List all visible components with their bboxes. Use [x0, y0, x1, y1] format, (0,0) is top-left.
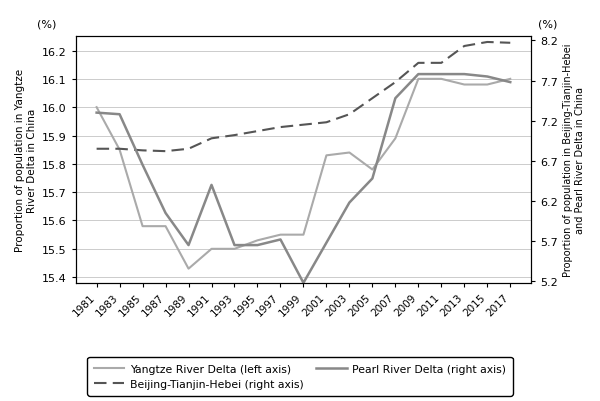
Beijing-Tianjin-Hebei (right axis)	[277, 126, 284, 130]
Beijing-Tianjin-Hebei (right axis)	[415, 61, 422, 66]
Text: (%): (%)	[37, 19, 56, 29]
Pearl River Delta (right axis)	[93, 111, 100, 116]
Yangtze River Delta (left axis)	[392, 137, 399, 142]
Yangtze River Delta (left axis)	[254, 238, 261, 243]
Yangtze River Delta (left axis)	[139, 224, 146, 229]
Beijing-Tianjin-Hebei (right axis)	[461, 45, 468, 49]
Line: Yangtze River Delta (left axis): Yangtze River Delta (left axis)	[97, 80, 510, 269]
Y-axis label: Proportion of population in Beijing-Tianjin-Hebei
and Pearl River Delta in China: Proportion of population in Beijing-Tian…	[563, 44, 585, 277]
Yangtze River Delta (left axis)	[231, 247, 238, 251]
Yangtze River Delta (left axis)	[185, 267, 192, 271]
Pearl River Delta (right axis)	[277, 237, 284, 242]
Pearl River Delta (right axis)	[484, 75, 491, 80]
Beijing-Tianjin-Hebei (right axis)	[300, 123, 307, 128]
Beijing-Tianjin-Hebei (right axis)	[162, 150, 169, 154]
Beijing-Tianjin-Hebei (right axis)	[484, 41, 491, 45]
Beijing-Tianjin-Hebei (right axis)	[323, 121, 330, 126]
Line: Beijing-Tianjin-Hebei (right axis): Beijing-Tianjin-Hebei (right axis)	[97, 43, 510, 152]
Beijing-Tianjin-Hebei (right axis)	[231, 134, 238, 138]
Yangtze River Delta (left axis)	[93, 105, 100, 110]
Beijing-Tianjin-Hebei (right axis)	[208, 137, 215, 142]
Yangtze River Delta (left axis)	[208, 247, 215, 251]
Beijing-Tianjin-Hebei (right axis)	[139, 149, 146, 154]
Yangtze River Delta (left axis)	[300, 233, 307, 237]
Pearl River Delta (right axis)	[231, 243, 238, 248]
Beijing-Tianjin-Hebei (right axis)	[369, 97, 376, 101]
Pearl River Delta (right axis)	[254, 243, 261, 248]
Pearl River Delta (right axis)	[438, 73, 445, 77]
Yangtze River Delta (left axis)	[162, 224, 169, 229]
Pearl River Delta (right axis)	[185, 243, 192, 248]
Pearl River Delta (right axis)	[506, 81, 514, 85]
Text: (%): (%)	[538, 19, 557, 29]
Yangtze River Delta (left axis)	[438, 77, 445, 82]
Pearl River Delta (right axis)	[461, 73, 468, 77]
Pearl River Delta (right axis)	[323, 241, 330, 245]
Beijing-Tianjin-Hebei (right axis)	[506, 41, 514, 46]
Line: Pearl River Delta (right axis): Pearl River Delta (right axis)	[97, 75, 510, 283]
Beijing-Tianjin-Hebei (right axis)	[185, 147, 192, 152]
Yangtze River Delta (left axis)	[277, 233, 284, 237]
Pearl River Delta (right axis)	[392, 97, 399, 101]
Yangtze River Delta (left axis)	[461, 83, 468, 88]
Yangtze River Delta (left axis)	[484, 83, 491, 88]
Pearl River Delta (right axis)	[369, 176, 376, 181]
Beijing-Tianjin-Hebei (right axis)	[93, 147, 100, 152]
Y-axis label: Proportion of population in Yangtze
River Delta in China: Proportion of population in Yangtze Rive…	[15, 69, 37, 251]
Yangtze River Delta (left axis)	[116, 148, 123, 153]
Beijing-Tianjin-Hebei (right axis)	[346, 113, 353, 117]
Yangtze River Delta (left axis)	[415, 77, 422, 82]
Pearl River Delta (right axis)	[346, 200, 353, 205]
Beijing-Tianjin-Hebei (right axis)	[116, 147, 123, 152]
Pearl River Delta (right axis)	[162, 211, 169, 216]
Legend: Yangtze River Delta (left axis), Beijing-Tianjin-Hebei (right axis), Pearl River: Yangtze River Delta (left axis), Beijing…	[88, 357, 512, 396]
Beijing-Tianjin-Hebei (right axis)	[438, 61, 445, 66]
Yangtze River Delta (left axis)	[506, 77, 514, 82]
Pearl River Delta (right axis)	[300, 281, 307, 286]
Yangtze River Delta (left axis)	[369, 168, 376, 172]
Yangtze River Delta (left axis)	[323, 154, 330, 158]
Pearl River Delta (right axis)	[208, 183, 215, 188]
Beijing-Tianjin-Hebei (right axis)	[392, 81, 399, 85]
Pearl River Delta (right axis)	[116, 113, 123, 117]
Pearl River Delta (right axis)	[415, 73, 422, 77]
Pearl River Delta (right axis)	[139, 163, 146, 168]
Beijing-Tianjin-Hebei (right axis)	[254, 130, 261, 134]
Yangtze River Delta (left axis)	[346, 151, 353, 156]
